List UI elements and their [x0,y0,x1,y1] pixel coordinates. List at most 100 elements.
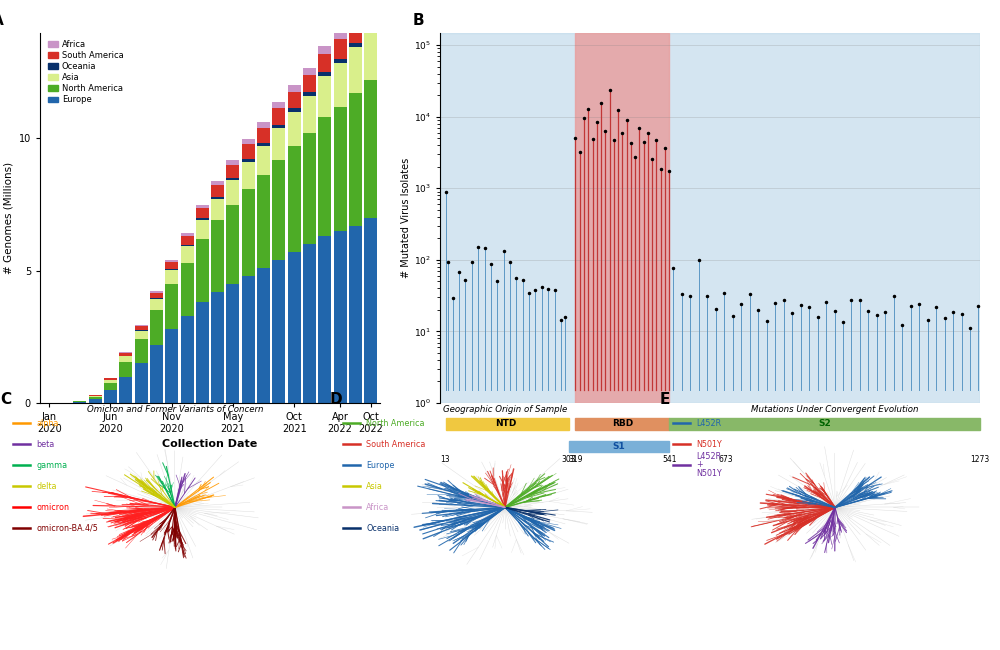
Bar [242,162,255,188]
Bar [334,231,347,403]
Bar [119,362,132,376]
Bar [135,331,148,339]
Bar [334,63,347,107]
Text: B: B [413,13,425,28]
Y-axis label: # Mutated Virus Isolates: # Mutated Virus Isolates [401,158,411,278]
Text: South America: South America [366,439,426,448]
Bar [181,263,194,316]
Legend: Africa, South America, Oceania, Asia, North America, Europe: Africa, South America, Oceania, Asia, No… [44,36,127,108]
Bar [257,128,270,144]
Bar [364,4,377,25]
Bar [575,32,669,403]
Text: A: A [0,13,4,28]
Bar [349,42,362,47]
Text: beta: beta [36,439,55,448]
Text: N501Y: N501Y [696,469,722,478]
Bar [318,117,331,237]
Text: 13: 13 [441,455,450,464]
Bar [288,109,301,112]
Bar [226,160,239,164]
Bar [165,269,178,270]
Text: omicron-BA.4/5: omicron-BA.4/5 [36,524,98,533]
Bar [119,353,132,356]
Bar [211,185,224,196]
Bar [303,244,316,403]
Bar [135,326,148,330]
Bar [318,76,331,117]
Text: Africa: Africa [366,502,390,512]
Bar [364,218,377,403]
Bar [150,311,163,344]
Bar [196,205,209,208]
Bar [165,270,178,284]
Bar [196,302,209,403]
Bar [272,125,285,128]
Bar [303,96,316,133]
Bar [349,94,362,226]
X-axis label: Collection Date: Collection Date [162,439,258,449]
Text: 541: 541 [662,455,677,464]
Bar [272,260,285,403]
Text: L452R: L452R [696,452,722,462]
Bar [89,397,102,399]
Bar [288,252,301,403]
Bar [165,284,178,329]
Bar [135,330,148,331]
Bar [349,226,362,403]
Bar [288,85,301,92]
Bar [272,102,285,109]
Bar [150,344,163,403]
Bar [242,144,255,159]
Bar [181,237,194,245]
Bar [150,291,163,293]
Bar [349,23,362,42]
Text: NTD: NTD [495,419,516,428]
Bar [104,380,117,383]
Bar [349,14,362,23]
Bar [135,325,148,326]
Bar [242,139,255,144]
Bar [257,122,270,128]
Bar [257,176,270,268]
Bar [196,220,209,239]
Text: omicron: omicron [36,502,69,512]
Bar [135,339,148,363]
Bar [364,0,377,4]
Bar [119,352,132,353]
Text: Oceania: Oceania [366,524,400,533]
Bar [226,164,239,178]
Bar [242,188,255,276]
Bar [150,299,163,311]
Bar [89,399,102,403]
Text: C: C [0,393,11,408]
Bar [318,72,331,76]
Bar [288,146,301,252]
Bar [669,419,980,430]
Bar [272,159,285,260]
Bar [364,25,377,30]
Bar [334,31,347,40]
Text: Europe: Europe [366,461,395,470]
Bar [150,293,163,298]
Bar [119,356,132,362]
Text: S2: S2 [818,419,831,428]
Bar [364,30,377,80]
Bar [272,109,285,125]
Text: RBD: RBD [612,419,633,428]
Text: Geographic Origin of Sample: Geographic Origin of Sample [443,405,567,413]
Bar [150,298,163,299]
Text: L452R: L452R [696,419,722,428]
Text: 1273: 1273 [970,455,990,464]
Y-axis label: # Genomes (Millions): # Genomes (Millions) [3,162,13,274]
Bar [165,262,178,269]
Bar [349,47,362,94]
Bar [211,181,224,185]
Bar [334,58,347,63]
Text: 319: 319 [568,455,583,464]
Bar [569,441,669,452]
Bar [181,245,194,246]
Text: Omicron and Former Variants of Concern: Omicron and Former Variants of Concern [87,405,263,413]
Bar [211,199,224,220]
Bar [257,144,270,146]
Bar [446,419,569,430]
